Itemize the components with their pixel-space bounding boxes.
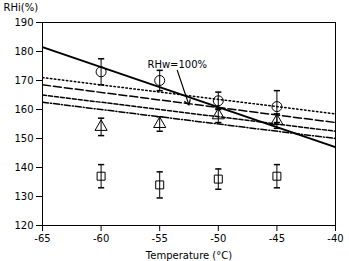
svg-text:-55: -55: [152, 233, 168, 244]
svg-text:140: 140: [14, 162, 33, 173]
svg-text:-60: -60: [93, 233, 109, 244]
svg-text:150: 150: [14, 133, 33, 144]
svg-text:RHi(%): RHi(%): [4, 2, 39, 13]
svg-text:180: 180: [14, 46, 33, 57]
svg-text:-40: -40: [327, 233, 343, 244]
svg-text:170: 170: [14, 75, 33, 86]
svg-text:-45: -45: [269, 233, 285, 244]
svg-text:190: 190: [14, 17, 33, 28]
svg-text:160: 160: [14, 104, 33, 115]
svg-text:Temperature (°C): Temperature (°C): [145, 250, 232, 261]
svg-text:120: 120: [14, 220, 33, 231]
svg-text:-65: -65: [34, 233, 50, 244]
svg-text:130: 130: [14, 191, 33, 202]
svg-text:RHw=100%: RHw=100%: [147, 59, 207, 70]
svg-text:-50: -50: [210, 233, 226, 244]
